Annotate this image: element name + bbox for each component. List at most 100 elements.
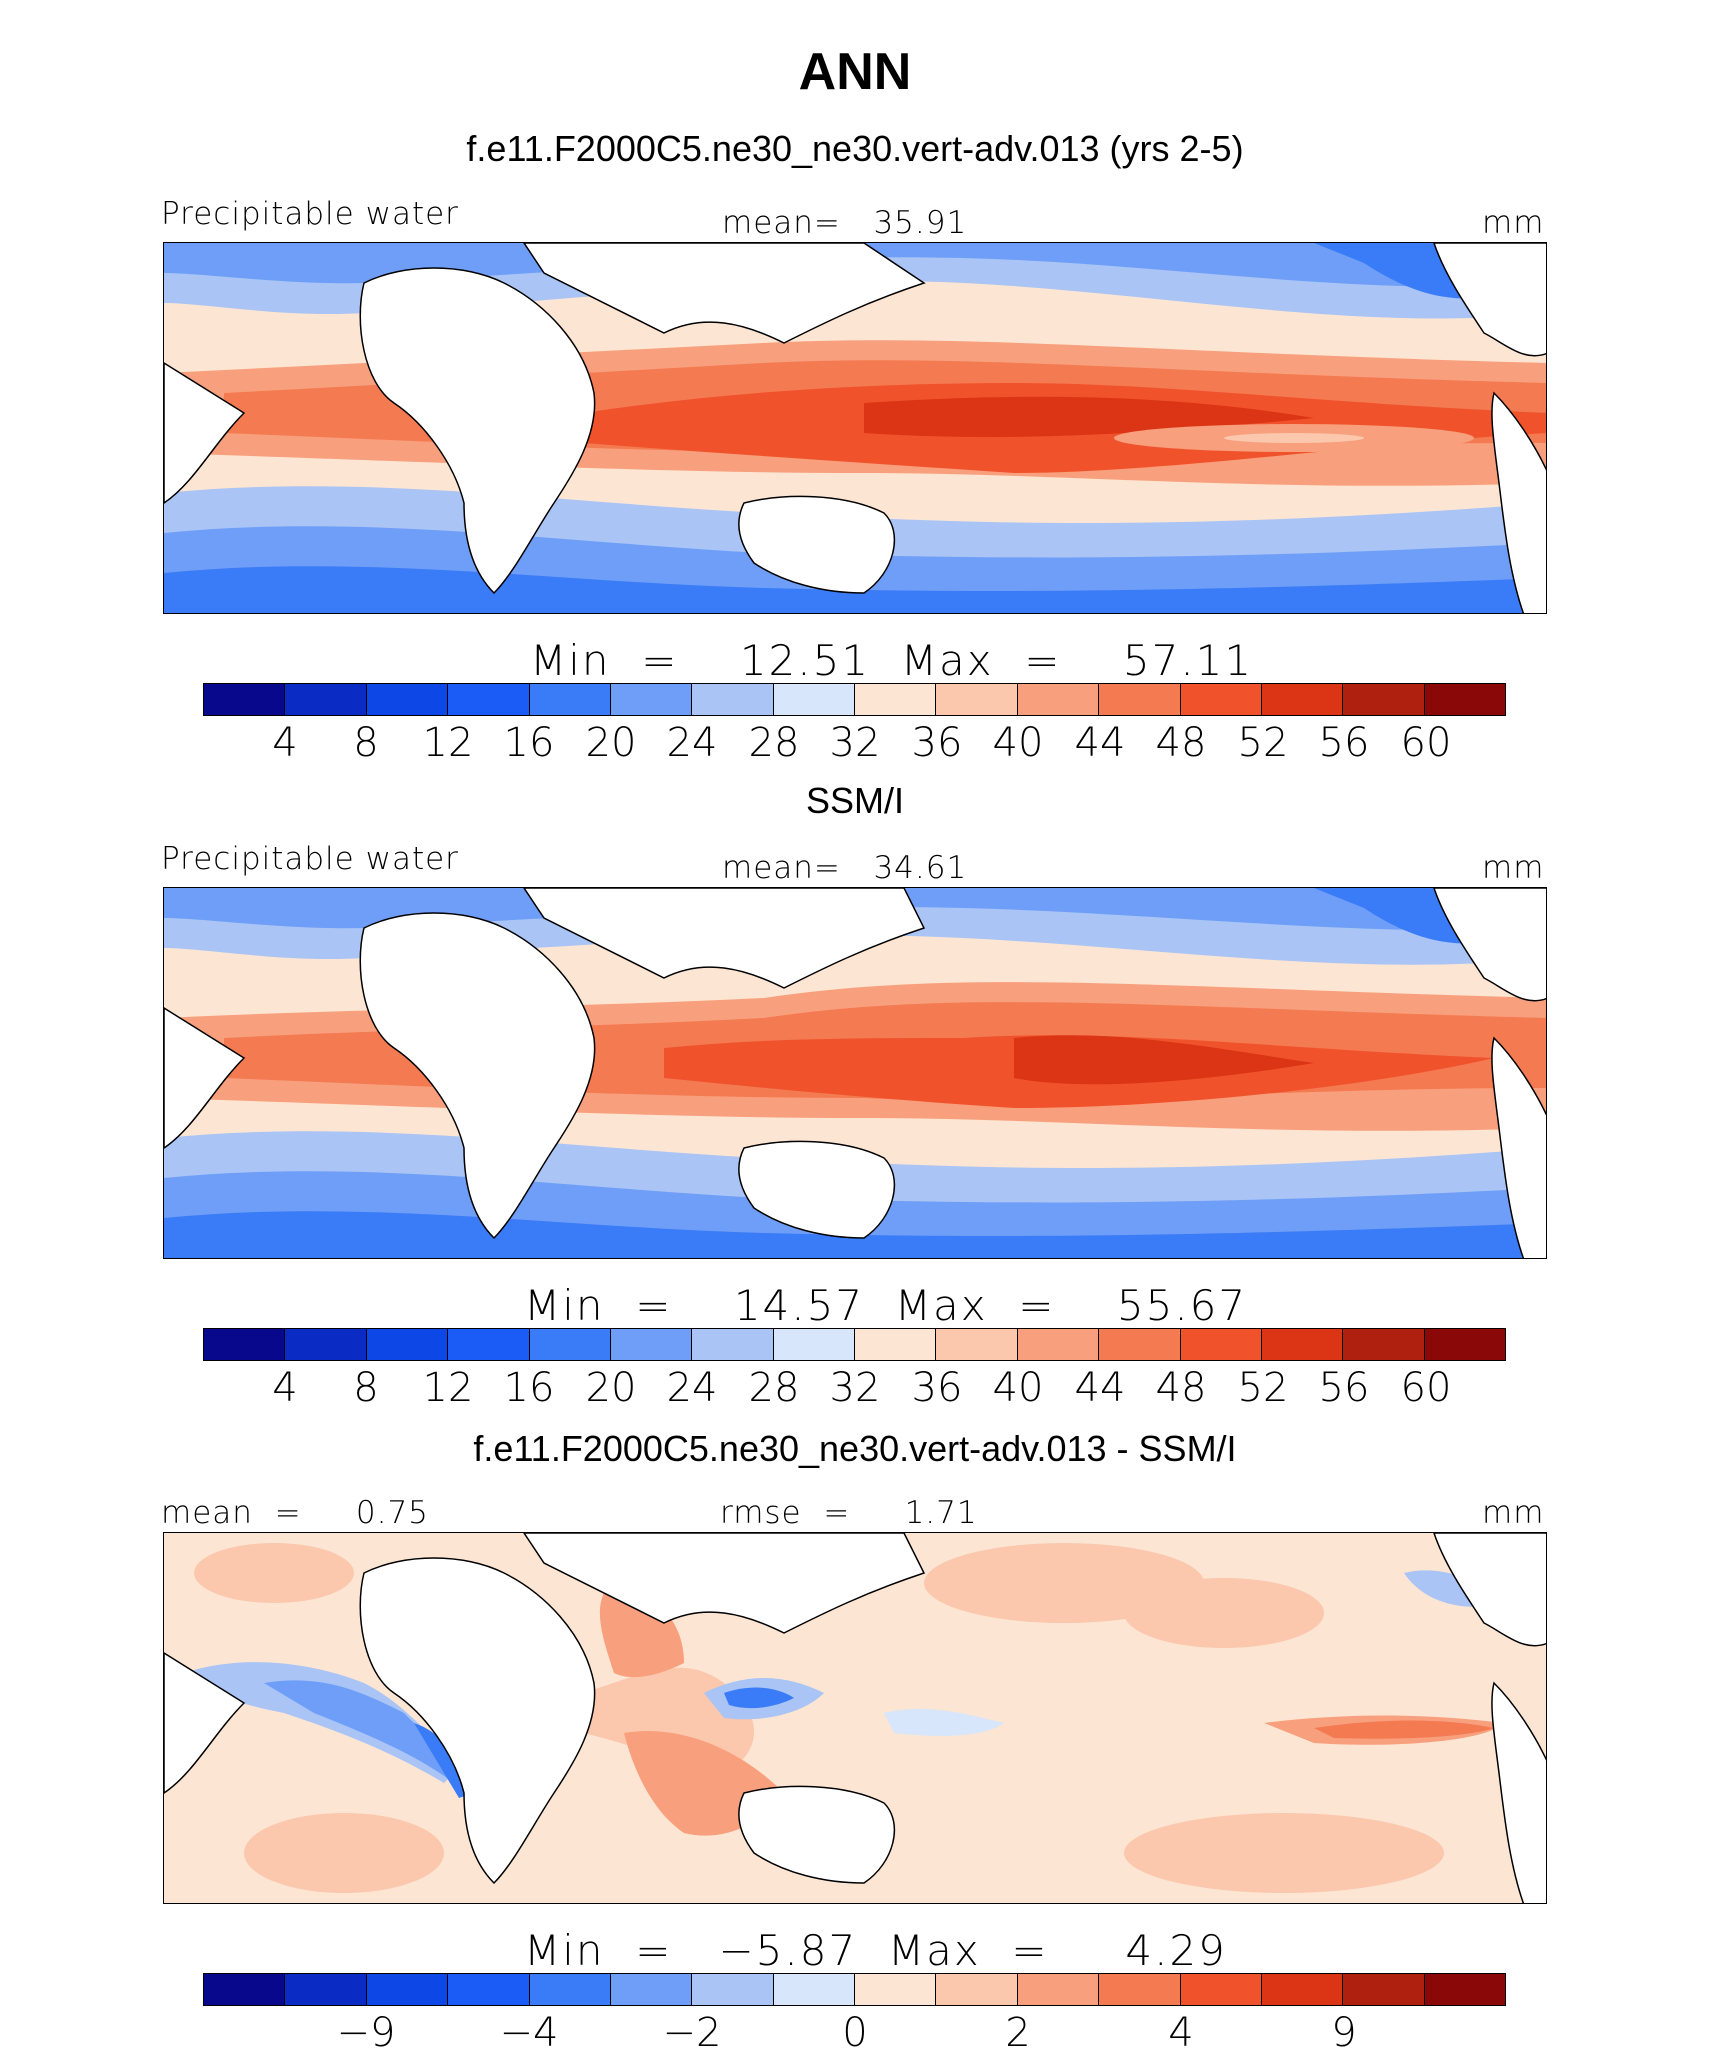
colorbar-swatch: [773, 684, 855, 715]
colorbar-tick: 48: [1155, 1365, 1207, 1411]
colorbar-swatch: [610, 684, 693, 715]
colorbar-swatch: [1343, 684, 1425, 715]
colorbar-tick: 8: [353, 720, 379, 766]
colorbar-tick: 44: [1074, 720, 1126, 766]
panel-title-model: f.e11.F2000C5.ne30_ne30.vert-adv.013 (yr…: [466, 128, 1244, 169]
colorbar-tick: 40: [992, 720, 1044, 766]
colorbar-swatch: [1017, 1329, 1100, 1360]
colorbar-swatch: [529, 1974, 611, 2005]
colorbar-tick: 44: [1074, 1365, 1126, 1411]
colorbar-swatch: [773, 1329, 855, 1360]
colorbar-tick: 48: [1155, 720, 1207, 766]
colorbar-tick: 52: [1237, 720, 1289, 766]
colorbar-swatch: [1099, 1329, 1181, 1360]
colorbar-tick: 12: [422, 1365, 474, 1411]
colorbar-tick: 0: [842, 2010, 868, 2056]
colorbar-swatch: [610, 1329, 693, 1360]
colorbar-tick: 2: [1005, 2010, 1031, 2056]
colorbar-tick: −9: [336, 2010, 396, 2056]
panel-title-obs: SSM/I: [805, 780, 904, 821]
colorbar-swatch: [1180, 1329, 1262, 1360]
colorbar-swatch: [366, 684, 449, 715]
colorbar-swatch: [204, 1329, 286, 1360]
colorbar-tick: 32: [829, 720, 881, 766]
colorbar-swatch: [692, 1974, 774, 2005]
panel-mean-label: mean = 0.75: [161, 1495, 429, 1531]
colorbar-diff: [203, 1973, 1506, 2006]
colorbar-swatch: [773, 1974, 855, 2005]
colorbar-swatch: [448, 1974, 530, 2005]
colorbar-swatch: [1261, 1974, 1344, 2005]
panel-mean-label: mean= 35.91: [722, 205, 968, 241]
colorbar-tick: 24: [666, 720, 718, 766]
colorbar-swatch: [692, 684, 774, 715]
panel-variable-label: Precipitable water: [161, 196, 459, 232]
colorbar-tick: 56: [1318, 1365, 1370, 1411]
figure-title: ANN: [798, 43, 912, 101]
colorbar-swatch: [936, 1974, 1018, 2005]
colorbar-tick: 16: [503, 1365, 555, 1411]
colorbar-swatch: [1424, 1329, 1505, 1360]
panel-mean-label: mean= 34.61: [722, 850, 968, 886]
colorbar-tick: −2: [662, 2010, 722, 2056]
colorbar-tick: 36: [911, 1365, 963, 1411]
colorbar-swatch: [1424, 1974, 1505, 2005]
colorbar-tick: 52: [1237, 1365, 1289, 1411]
colorbar-swatch: [1261, 684, 1344, 715]
colorbar-swatch: [936, 1329, 1018, 1360]
panel-minmax-label: Min = −5.87 Max = 4.29: [524, 1926, 1227, 1975]
colorbar-tick: 4: [272, 1365, 298, 1411]
colorbar-model: [203, 683, 1506, 716]
colorbar-swatch: [692, 1329, 774, 1360]
panel-title-diff: f.e11.F2000C5.ne30_ne30.vert-adv.013 - S…: [473, 1428, 1237, 1469]
panel-minmax-label: Min = 12.51 Max = 57.11: [530, 636, 1254, 685]
colorbar-swatch: [285, 1974, 367, 2005]
panel-rmse-label: rmse = 1.71: [720, 1495, 978, 1531]
panel-units-label: mm: [1482, 205, 1545, 241]
colorbar-swatch: [1424, 684, 1505, 715]
colorbar-swatch: [936, 684, 1018, 715]
map-diff: [164, 1533, 1546, 1903]
map-obs: [164, 888, 1546, 1258]
colorbar-tick: 40: [992, 1365, 1044, 1411]
colorbar-swatch: [1343, 1329, 1425, 1360]
colorbar-tick: 60: [1400, 1365, 1452, 1411]
colorbar-swatch: [366, 1329, 449, 1360]
colorbar-obs: [203, 1328, 1506, 1361]
colorbar-tick: 56: [1318, 720, 1370, 766]
colorbar-swatch: [1180, 684, 1262, 715]
colorbar-tick: 28: [748, 720, 800, 766]
colorbar-tick: 36: [911, 720, 963, 766]
colorbar-swatch: [529, 684, 611, 715]
colorbar-swatch: [855, 1329, 937, 1360]
colorbar-swatch: [1180, 1974, 1262, 2005]
map-panel-obs: [163, 887, 1547, 1259]
colorbar-swatch: [448, 1329, 530, 1360]
map-model: [164, 243, 1546, 613]
colorbar-swatch: [204, 1974, 286, 2005]
colorbar-swatch: [448, 684, 530, 715]
colorbar-tick: 8: [353, 1365, 379, 1411]
colorbar-swatch: [1099, 1974, 1181, 2005]
colorbar-swatch: [1261, 1329, 1344, 1360]
colorbar-tick: 20: [585, 720, 637, 766]
colorbar-swatch: [1343, 1974, 1425, 2005]
colorbar-tick: 60: [1400, 720, 1452, 766]
colorbar-swatch: [204, 684, 286, 715]
panel-variable-label: Precipitable water: [161, 841, 459, 877]
colorbar-tick: 32: [829, 1365, 881, 1411]
colorbar-swatch: [1099, 684, 1181, 715]
colorbar-swatch: [1017, 684, 1100, 715]
colorbar-swatch: [855, 1974, 937, 2005]
colorbar-tick: 24: [666, 1365, 718, 1411]
colorbar-tick: 20: [585, 1365, 637, 1411]
colorbar-tick: −4: [499, 2010, 559, 2056]
colorbar-tick: 12: [422, 720, 474, 766]
panel-units-label: mm: [1482, 1495, 1545, 1531]
colorbar-swatch: [610, 1974, 693, 2005]
colorbar-swatch: [285, 1329, 367, 1360]
colorbar-swatch: [1017, 1974, 1100, 2005]
map-panel-diff: [163, 1532, 1547, 1904]
colorbar-tick: 4: [272, 720, 298, 766]
colorbar-tick: 28: [748, 1365, 800, 1411]
